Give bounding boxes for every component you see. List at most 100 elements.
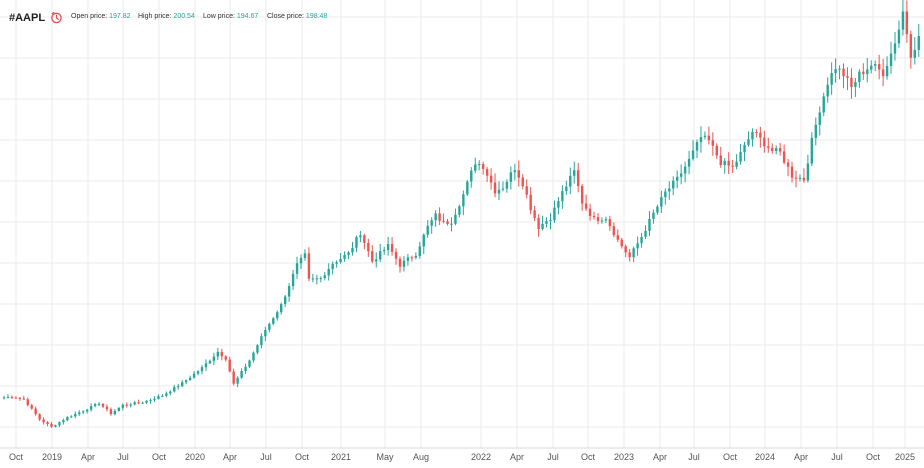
candle bbox=[196, 370, 200, 376]
chart-header: #AAPL Open price: 197.82 High price: 200… bbox=[0, 0, 924, 36]
candle bbox=[228, 356, 231, 373]
low-price: Low price: 194.67 bbox=[203, 13, 258, 20]
candle bbox=[802, 168, 806, 183]
candle bbox=[22, 395, 25, 400]
candle bbox=[521, 174, 524, 190]
candle bbox=[553, 200, 556, 224]
candle bbox=[735, 154, 738, 170]
x-tick-label: Oct bbox=[866, 452, 881, 462]
x-tick-label: 2019 bbox=[42, 452, 62, 462]
candle bbox=[58, 421, 61, 428]
candle bbox=[2, 395, 6, 400]
candle bbox=[596, 213, 600, 225]
candle bbox=[771, 143, 774, 154]
candle bbox=[838, 65, 841, 80]
candle bbox=[806, 154, 810, 183]
candle bbox=[481, 161, 485, 175]
open-price-value: 197.82 bbox=[109, 13, 131, 20]
candle bbox=[818, 106, 821, 136]
candle bbox=[137, 399, 140, 405]
candle bbox=[592, 211, 596, 220]
candle bbox=[188, 375, 192, 381]
candle bbox=[517, 160, 520, 187]
candle bbox=[608, 215, 612, 231]
candle bbox=[917, 24, 920, 57]
clock-icon[interactable] bbox=[50, 11, 63, 24]
close-price-value: 198.48 bbox=[305, 13, 328, 20]
candle bbox=[905, 0, 909, 43]
candle bbox=[901, 0, 905, 36]
candle bbox=[177, 383, 180, 390]
candle bbox=[687, 150, 691, 175]
candle bbox=[537, 214, 540, 237]
candle bbox=[410, 255, 414, 262]
candle bbox=[347, 251, 350, 260]
candle bbox=[462, 190, 465, 216]
candle bbox=[181, 380, 184, 388]
candle bbox=[660, 190, 663, 213]
candle bbox=[747, 131, 750, 147]
candle bbox=[897, 20, 901, 48]
candle bbox=[161, 394, 164, 398]
candle bbox=[149, 398, 152, 404]
candle bbox=[616, 229, 619, 243]
candle bbox=[426, 220, 429, 238]
close-price-label: Close price: bbox=[267, 13, 304, 20]
candle bbox=[529, 187, 532, 215]
candle bbox=[842, 63, 845, 89]
candle bbox=[557, 197, 560, 215]
x-tick-label: 2024 bbox=[755, 452, 775, 462]
candle bbox=[850, 68, 853, 99]
candle bbox=[683, 161, 687, 183]
candle bbox=[398, 256, 402, 273]
x-tick-label: Oct bbox=[295, 452, 310, 462]
candle bbox=[339, 253, 342, 264]
open-price-label: Open price: bbox=[71, 13, 108, 20]
candle bbox=[458, 204, 461, 218]
candle bbox=[877, 54, 881, 80]
candle bbox=[89, 403, 93, 412]
candle bbox=[565, 180, 568, 195]
candle bbox=[6, 394, 10, 399]
candle bbox=[711, 132, 715, 156]
candle bbox=[121, 403, 124, 411]
candle bbox=[216, 347, 220, 361]
x-tick-label: May bbox=[376, 452, 394, 462]
candle bbox=[165, 391, 168, 398]
candle bbox=[640, 232, 643, 248]
x-tick-label: 2022 bbox=[471, 452, 491, 462]
candle bbox=[446, 218, 449, 226]
x-tick-label: 2025 bbox=[895, 452, 915, 462]
candle bbox=[676, 170, 679, 189]
candle bbox=[379, 244, 382, 263]
candle bbox=[434, 210, 437, 227]
candle bbox=[232, 368, 235, 386]
candle bbox=[755, 129, 758, 138]
x-tick-label: 2021 bbox=[331, 452, 351, 462]
candle bbox=[145, 400, 148, 405]
candle bbox=[664, 188, 667, 205]
candle bbox=[858, 69, 861, 88]
candle bbox=[909, 30, 913, 69]
candle bbox=[731, 159, 734, 174]
candle bbox=[276, 310, 279, 321]
candle bbox=[778, 142, 782, 156]
candle bbox=[561, 185, 564, 209]
candle bbox=[541, 215, 544, 231]
candle bbox=[212, 352, 216, 366]
x-tick-label: Jul bbox=[117, 452, 129, 462]
candle bbox=[786, 158, 790, 177]
candle bbox=[739, 143, 742, 165]
candle bbox=[256, 344, 259, 355]
candle bbox=[105, 404, 109, 412]
candle bbox=[573, 161, 576, 184]
low-price-value: 194.67 bbox=[236, 13, 259, 20]
candle bbox=[50, 421, 53, 428]
candle bbox=[70, 415, 73, 418]
candle bbox=[153, 396, 156, 402]
x-tick-label: Oct bbox=[9, 452, 24, 462]
candle bbox=[652, 209, 655, 224]
candle bbox=[260, 333, 263, 349]
candle bbox=[584, 194, 588, 212]
